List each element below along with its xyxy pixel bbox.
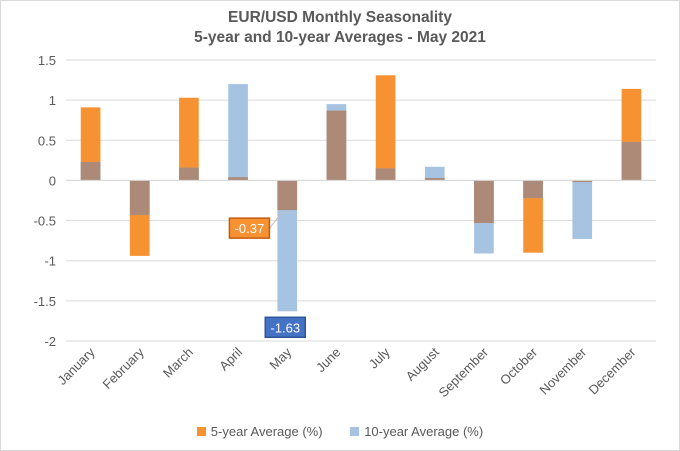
bar-group-june xyxy=(326,104,347,181)
y-axis: 1.5 1 0.5 0 -0.5 -1 -1.5 -2 xyxy=(34,53,56,349)
bar-group-august xyxy=(424,166,445,181)
data-callout-2: -1.63 xyxy=(264,316,306,339)
legend: 5-year Average (%) 10-year Average (%) xyxy=(0,424,680,439)
callout-box xyxy=(264,316,306,339)
callout-leader-line xyxy=(269,210,284,229)
bar-group-april xyxy=(228,84,248,181)
bar-group-february xyxy=(129,180,150,256)
bar-10-year-november xyxy=(572,180,593,240)
x-tick-label: March xyxy=(160,345,196,381)
bar-group-october xyxy=(523,180,543,253)
x-tick-label: July xyxy=(366,344,393,371)
x-tick-label: June xyxy=(313,345,344,376)
bar-overlap-april xyxy=(228,177,248,181)
bar-overlap-september xyxy=(474,180,494,223)
annotations: -0.37 -1.63 xyxy=(228,210,306,339)
bar-overlap-march xyxy=(179,167,199,181)
chart-subtitle: 5-year and 10-year Averages - May 2021 xyxy=(194,29,486,46)
x-tick-label: May xyxy=(266,344,294,372)
bar-10-year-may xyxy=(277,180,298,312)
y-tick-label: 0.5 xyxy=(38,133,56,148)
bar-5-year-july xyxy=(375,75,396,181)
legend-swatch-10-year xyxy=(350,427,360,436)
bar-overlap-october xyxy=(523,180,543,199)
bar-group-march xyxy=(179,97,199,181)
data-callout-1: -0.37 xyxy=(228,210,284,239)
x-tick-label: October xyxy=(497,344,541,388)
y-tick-label: 0 xyxy=(49,173,56,188)
bar-overlap-may xyxy=(277,180,298,211)
callout-box xyxy=(228,217,271,239)
legend-swatch-5-year xyxy=(196,427,206,436)
bar-overlap-august xyxy=(424,178,445,181)
y-tick-label: -0.5 xyxy=(34,214,56,229)
legend-item-5-year: 5-year Average (%) xyxy=(196,424,323,439)
x-tick-label: February xyxy=(99,344,147,392)
y-tick-label: -2 xyxy=(44,334,56,349)
bar-group-january xyxy=(80,107,101,181)
x-tick-label: September xyxy=(435,344,491,400)
gridlines xyxy=(66,59,656,342)
bar-group-may xyxy=(277,180,298,312)
y-tick-label: -1.5 xyxy=(34,294,56,309)
bar-overlap-july xyxy=(375,168,396,181)
bar-5-year-october xyxy=(523,180,543,253)
bar-group-november xyxy=(572,180,593,240)
bar-overlap-december xyxy=(621,141,642,181)
bar-group-september xyxy=(474,180,494,254)
x-tick-label: December xyxy=(586,344,639,397)
bar-overlap-january xyxy=(80,161,101,181)
bar-group-december xyxy=(621,88,642,181)
chart-title-block: EUR/USD Monthly Seasonality 5-year and 1… xyxy=(0,8,680,48)
bars xyxy=(80,75,642,312)
bar-10-year-august xyxy=(424,166,445,181)
bar-overlap-june xyxy=(326,110,347,181)
legend-label-5-year: 5-year Average (%) xyxy=(210,424,323,439)
legend-label-10-year: 10-year Average (%) xyxy=(364,424,484,439)
y-tick-label: 1.5 xyxy=(38,53,56,68)
bar-10-year-april xyxy=(228,84,248,181)
callout-label: -1.63 xyxy=(270,320,300,335)
x-tick-label: April xyxy=(216,344,245,373)
chart-title: EUR/USD Monthly Seasonality xyxy=(228,9,452,26)
x-tick-label: November xyxy=(536,344,589,397)
legend-item-10-year: 10-year Average (%) xyxy=(350,424,483,439)
callout-label: -0.37 xyxy=(235,221,265,236)
bar-overlap-november xyxy=(572,180,593,183)
x-tick-label: August xyxy=(403,344,442,383)
bar-group-july xyxy=(375,75,396,181)
bar-5-year-march xyxy=(179,97,199,181)
y-tick-label: -1 xyxy=(44,254,56,269)
y-tick-label: 1 xyxy=(49,93,56,108)
bar-overlap-february xyxy=(129,180,150,215)
x-tick-label: January xyxy=(54,344,98,388)
